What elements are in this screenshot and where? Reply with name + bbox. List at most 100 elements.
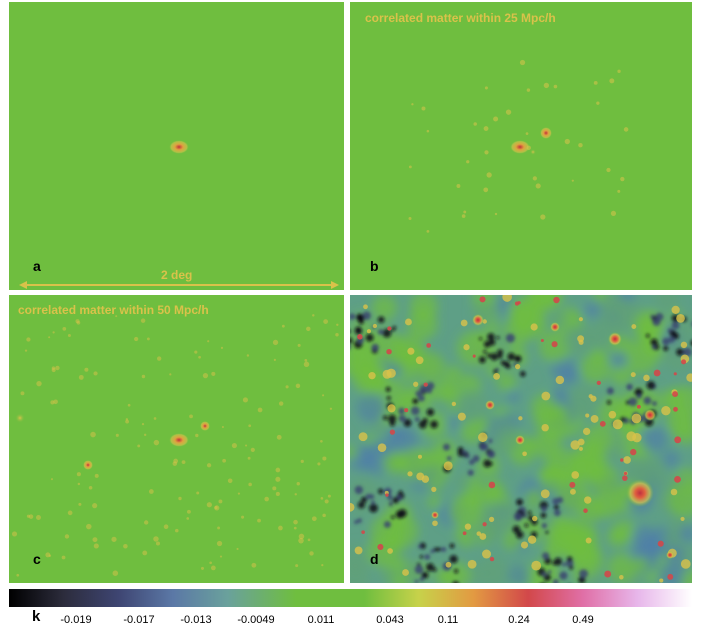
texture-blob <box>567 556 573 562</box>
texture-blob <box>257 407 263 413</box>
texture-blob <box>623 471 628 476</box>
texture-blob <box>596 380 601 386</box>
texture-blob <box>682 347 692 357</box>
texture-blob <box>544 522 581 558</box>
texture-blob <box>490 352 499 361</box>
texture-blob <box>382 328 392 338</box>
texture-blob <box>300 459 304 464</box>
texture-blob <box>526 88 531 92</box>
texture-blob <box>298 533 305 540</box>
texture-blob <box>50 478 53 481</box>
texture-blob <box>143 520 149 525</box>
texture-blob <box>64 534 70 539</box>
texture-blob <box>272 339 279 346</box>
texture-blob <box>320 497 324 500</box>
texture-blob <box>405 318 412 326</box>
texture-blob <box>483 459 492 468</box>
texture-blob <box>628 397 638 407</box>
texture-blob <box>643 374 650 382</box>
texture-blob <box>508 564 533 583</box>
texture-blob <box>483 187 489 193</box>
texture-blob <box>679 525 692 543</box>
texture-blob <box>620 176 625 182</box>
texture-blob <box>383 520 391 528</box>
texture-blob <box>547 569 552 574</box>
texture-blob <box>431 511 439 519</box>
texture-blob <box>670 488 678 496</box>
texture-blob <box>62 327 67 331</box>
texture-blob <box>609 78 615 84</box>
texture-blob <box>610 210 617 216</box>
texture-blob <box>93 543 99 549</box>
texture-blob <box>508 297 544 333</box>
texture-blob <box>569 565 574 570</box>
texture-blob <box>189 414 193 419</box>
texture-blob <box>560 367 579 385</box>
texture-blob <box>293 519 298 525</box>
texture-blob <box>631 324 637 330</box>
texture-blob <box>388 425 405 442</box>
texture-blob <box>387 379 405 397</box>
texture-blob <box>676 314 685 323</box>
texture-blob <box>24 349 28 352</box>
texture-blob <box>479 533 487 540</box>
texture-blob <box>479 442 488 451</box>
texture-blob <box>462 450 467 455</box>
colorbar-tick-label: 0.043 <box>376 614 404 626</box>
texture-blob <box>550 322 560 332</box>
texture-blob <box>493 116 499 122</box>
texture-blob <box>403 418 412 427</box>
texture-blob <box>365 333 374 342</box>
texture-blob <box>142 550 148 556</box>
texture-blob <box>487 450 496 459</box>
texture-blob <box>505 333 515 343</box>
texture-blob <box>421 475 430 483</box>
texture-blob <box>608 332 622 346</box>
texture-blob <box>617 189 621 193</box>
texture-blob <box>417 454 423 459</box>
texture-blob <box>617 69 621 73</box>
texture-blob <box>578 142 583 148</box>
texture-blob <box>275 467 281 473</box>
texture-blob <box>370 330 405 365</box>
texture-blob <box>472 314 484 326</box>
texture-blob <box>357 334 363 340</box>
texture-blob <box>386 396 391 401</box>
texture-blob <box>303 361 310 368</box>
texture-blob <box>336 323 339 326</box>
texture-blob <box>522 451 527 457</box>
texture-blob <box>389 429 396 435</box>
texture-blob <box>545 530 549 534</box>
texture-blob <box>569 481 576 488</box>
texture-blob <box>526 145 531 151</box>
texture-blob <box>370 500 376 505</box>
texture-blob <box>667 573 674 580</box>
texture-blob <box>125 418 129 421</box>
texture-blob <box>484 86 488 90</box>
texture-blob <box>115 315 118 318</box>
texture-blob <box>413 381 419 387</box>
texture-blob <box>16 573 20 577</box>
texture-blob <box>525 132 529 135</box>
texture-blob <box>329 407 333 410</box>
texture-blob <box>623 456 631 464</box>
texture-blob <box>202 373 209 379</box>
texture-blob <box>442 443 451 451</box>
texture-blob <box>153 417 157 420</box>
texture-blob <box>643 396 652 405</box>
texture-blob <box>143 433 147 437</box>
texture-blob <box>123 543 128 549</box>
texture-blob <box>350 329 351 333</box>
texture-blob <box>398 509 407 518</box>
texture-blob <box>273 358 276 361</box>
halo <box>15 413 25 423</box>
texture-blob <box>451 401 457 407</box>
texture-blob <box>680 516 685 521</box>
panel-b-label: b <box>370 258 379 274</box>
texture-blob <box>485 400 495 410</box>
texture-blob <box>522 437 536 451</box>
texture-blob <box>611 351 628 368</box>
texture-blob <box>583 508 588 513</box>
texture-blob <box>622 475 628 481</box>
texture-blob <box>578 339 584 345</box>
